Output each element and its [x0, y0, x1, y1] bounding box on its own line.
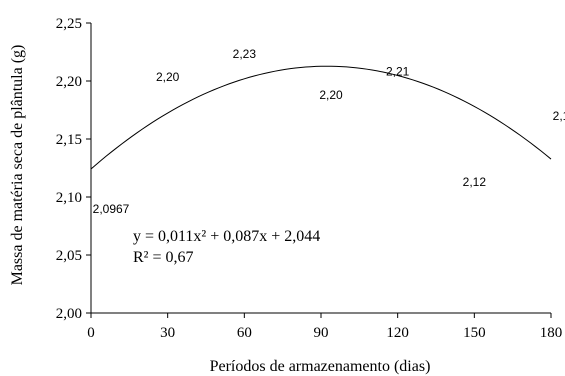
r-squared: R² = 0,67: [133, 249, 194, 266]
y-axis-title: Massa de matéria seca de plântula (g): [9, 45, 26, 286]
x-ticks: 0 30 60 90 120 150 180: [87, 313, 562, 341]
x-tick-label: 90: [314, 325, 329, 341]
data-label: 2,20: [156, 70, 180, 84]
data-labels: 2,0967 2,20 2,23 2,20 2,21 2,12 2,1: [93, 47, 565, 216]
y-ticks: 2,00 2,05 2,10 2,15 2,20 2,25: [56, 16, 91, 322]
x-tick-label: 150: [463, 325, 486, 341]
data-label: 2,12: [463, 175, 487, 189]
x-tick-label: 30: [160, 325, 175, 341]
y-tick-label: 2,25: [56, 16, 82, 32]
data-label: 2,20: [319, 88, 343, 102]
y-tick-label: 2,15: [56, 132, 82, 148]
y-tick-label: 2,20: [56, 74, 82, 90]
x-axis-title: Períodos de armazenamento (dias): [210, 358, 431, 375]
data-label: 2,21: [386, 64, 410, 78]
data-label: 2,23: [233, 47, 257, 61]
y-tick-label: 2,05: [56, 248, 82, 264]
regression-equation: y = 0,011x² + 0,087x + 2,044: [133, 228, 320, 245]
data-label: 2,0967: [93, 202, 130, 216]
x-tick-label: 180: [540, 325, 563, 341]
y-tick-label: 2,10: [56, 190, 82, 206]
x-tick-label: 60: [237, 325, 252, 341]
data-label: 2,1: [553, 109, 565, 123]
y-tick-label: 2,00: [56, 306, 82, 322]
trend-curve: [90, 65, 552, 170]
x-tick-label: 0: [87, 325, 95, 341]
x-tick-label: 120: [386, 325, 409, 341]
